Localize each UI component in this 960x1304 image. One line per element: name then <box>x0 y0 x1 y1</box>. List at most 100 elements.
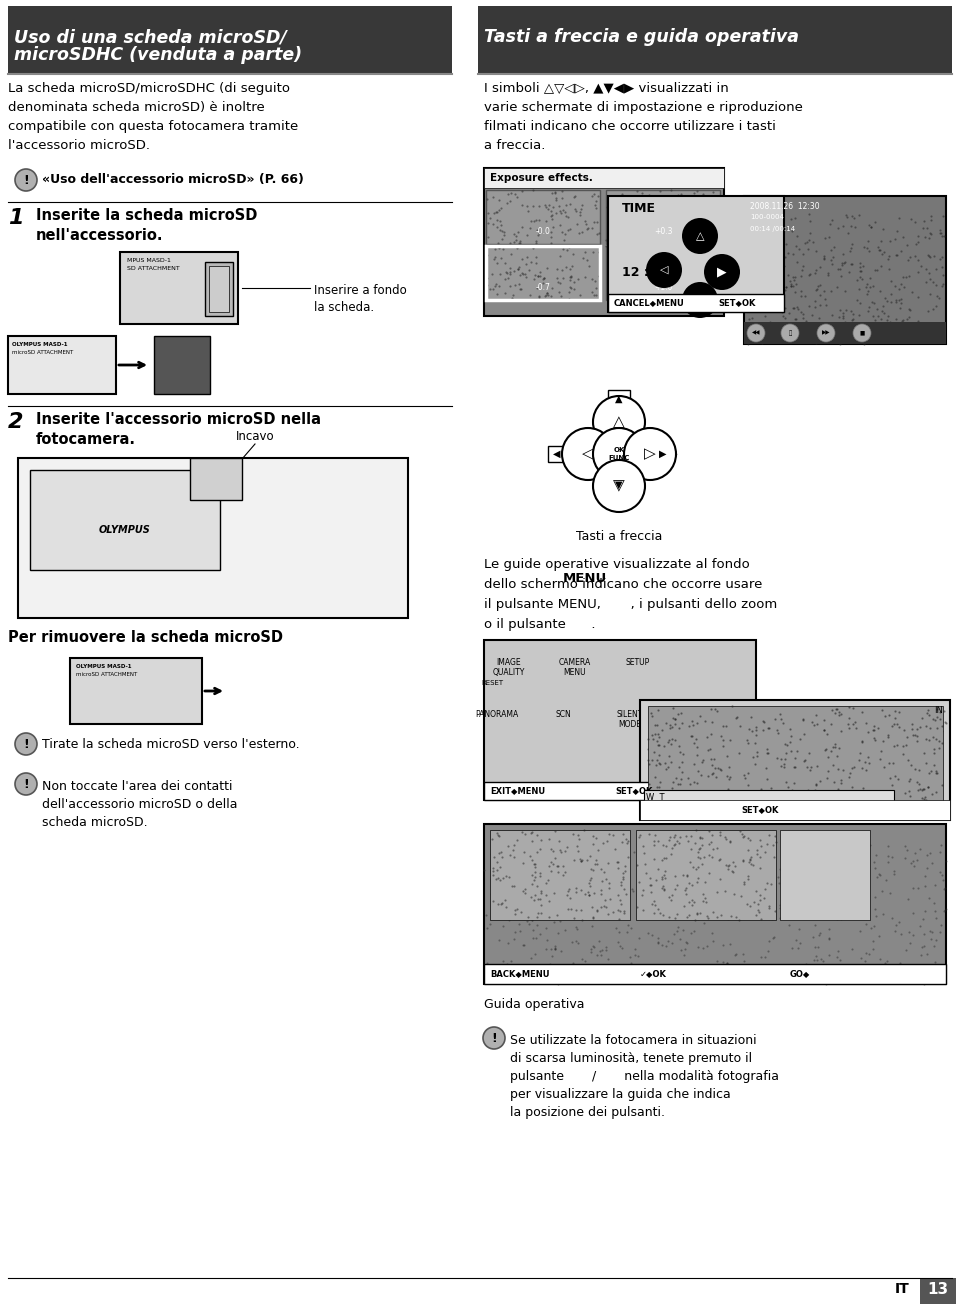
Point <box>504 183 519 203</box>
Point <box>757 878 773 898</box>
Text: +1.0: +1.0 <box>654 283 672 292</box>
Point <box>852 330 867 351</box>
Point <box>706 202 721 223</box>
Point <box>820 747 835 768</box>
Point <box>654 849 669 870</box>
Point <box>934 865 949 885</box>
Point <box>853 261 869 282</box>
Point <box>727 748 742 769</box>
Point <box>928 296 944 317</box>
Point <box>495 951 511 971</box>
Point <box>620 895 636 915</box>
Circle shape <box>817 323 835 342</box>
Point <box>607 222 622 243</box>
Point <box>797 751 812 772</box>
Point <box>610 885 625 906</box>
Point <box>634 880 649 901</box>
Point <box>515 263 530 284</box>
Point <box>682 243 697 263</box>
Point <box>689 902 705 923</box>
Point <box>644 925 660 945</box>
Point <box>844 254 859 275</box>
Point <box>716 863 732 884</box>
Point <box>668 737 684 758</box>
Point <box>748 870 763 891</box>
Point <box>766 725 781 746</box>
Point <box>768 958 783 979</box>
Point <box>783 752 799 773</box>
Point <box>722 875 737 896</box>
Point <box>513 232 528 253</box>
Point <box>626 841 641 862</box>
Point <box>886 713 901 734</box>
Point <box>738 857 754 878</box>
Point <box>564 932 580 953</box>
Point <box>692 269 708 289</box>
Text: OLYMPUS MASD-1: OLYMPUS MASD-1 <box>12 342 67 347</box>
Point <box>773 253 788 274</box>
Point <box>776 305 791 326</box>
Point <box>656 752 671 773</box>
Point <box>613 219 629 240</box>
Point <box>805 900 821 921</box>
Point <box>553 215 568 236</box>
Point <box>881 752 897 773</box>
Point <box>579 219 594 240</box>
Point <box>660 930 676 951</box>
Point <box>768 248 783 269</box>
Point <box>831 738 847 759</box>
Point <box>706 183 721 203</box>
Point <box>856 853 872 874</box>
Point <box>628 945 643 966</box>
Point <box>541 906 557 927</box>
Point <box>572 205 588 226</box>
Point <box>709 700 725 721</box>
Point <box>742 331 757 352</box>
Point <box>580 250 595 271</box>
Point <box>847 781 862 802</box>
Point <box>651 760 666 781</box>
Point <box>824 863 839 884</box>
Point <box>733 885 749 906</box>
Point <box>543 838 559 859</box>
Point <box>859 284 875 305</box>
Point <box>912 778 927 799</box>
Point <box>649 785 664 806</box>
Point <box>651 752 666 773</box>
Point <box>807 291 823 312</box>
Circle shape <box>704 254 740 289</box>
Point <box>699 936 714 957</box>
Point <box>929 707 945 728</box>
Point <box>647 824 662 845</box>
Point <box>777 297 792 318</box>
Point <box>888 291 903 312</box>
Point <box>527 884 542 905</box>
Point <box>566 186 582 207</box>
Point <box>570 932 586 953</box>
Point <box>601 904 616 925</box>
Point <box>788 858 804 879</box>
Point <box>741 216 756 237</box>
Point <box>689 189 705 210</box>
Point <box>829 947 845 968</box>
Point <box>641 754 657 775</box>
Point <box>563 898 578 919</box>
Point <box>791 778 806 799</box>
Point <box>882 735 898 756</box>
Text: ▽: ▽ <box>696 295 705 305</box>
Point <box>520 849 536 870</box>
Point <box>758 758 774 778</box>
Point <box>700 739 715 760</box>
Point <box>546 197 562 218</box>
Point <box>497 283 513 304</box>
Point <box>784 852 800 872</box>
Point <box>660 232 675 253</box>
Point <box>614 857 630 878</box>
Point <box>664 837 680 858</box>
Point <box>652 726 667 747</box>
Point <box>775 712 790 733</box>
Point <box>891 289 906 310</box>
Point <box>831 715 847 735</box>
Point <box>617 861 633 882</box>
Point <box>491 275 506 296</box>
